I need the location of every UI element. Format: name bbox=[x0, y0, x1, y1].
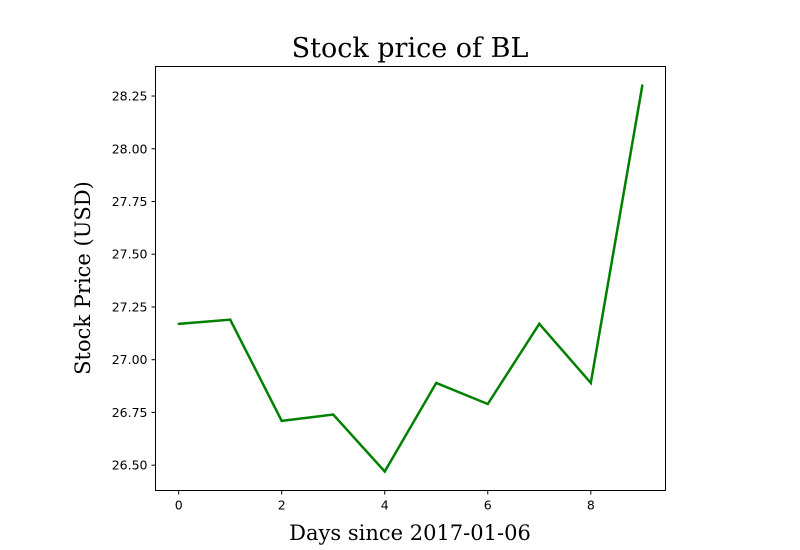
x-tick-label: 0 bbox=[175, 498, 183, 513]
price-point bbox=[228, 318, 232, 321]
price-point bbox=[538, 322, 541, 326]
chart-title: Stock price of BL bbox=[292, 33, 529, 64]
y-axis-label: Stock Price (USD) bbox=[71, 181, 95, 375]
price-point bbox=[435, 381, 438, 385]
series-layer bbox=[177, 84, 644, 474]
price-point bbox=[177, 322, 180, 326]
price-point bbox=[641, 84, 644, 87]
y-tick-label: 27.25 bbox=[112, 299, 148, 314]
price-point bbox=[383, 470, 386, 473]
plot-frame bbox=[155, 66, 666, 491]
y-tick-label: 27.75 bbox=[112, 194, 148, 209]
price-point bbox=[280, 419, 283, 423]
y-tick-label: 27.50 bbox=[112, 247, 148, 262]
x-tick-label: 4 bbox=[381, 498, 389, 513]
y-tick-label: 26.50 bbox=[112, 458, 148, 473]
x-axis: 0 2 4 6 8 bbox=[175, 490, 595, 513]
y-tick-label: 26.75 bbox=[112, 405, 148, 420]
price-point bbox=[332, 413, 335, 416]
price-line bbox=[178, 85, 644, 474]
y-axis: 26.50 26.75 27.00 27.25 27.50 27.75 28.00 28.25 bbox=[112, 89, 156, 473]
x-tick-label: 6 bbox=[484, 498, 492, 513]
price-point bbox=[486, 402, 489, 406]
price-point bbox=[589, 381, 593, 385]
x-axis-label: Days since 2017-01-06 bbox=[289, 521, 531, 545]
y-tick-label: 27.00 bbox=[112, 352, 148, 367]
x-tick-label: 2 bbox=[278, 498, 286, 513]
x-tick-label: 8 bbox=[587, 498, 595, 513]
y-tick-label: 28.00 bbox=[112, 141, 148, 156]
y-tick-label: 28.25 bbox=[112, 89, 148, 104]
